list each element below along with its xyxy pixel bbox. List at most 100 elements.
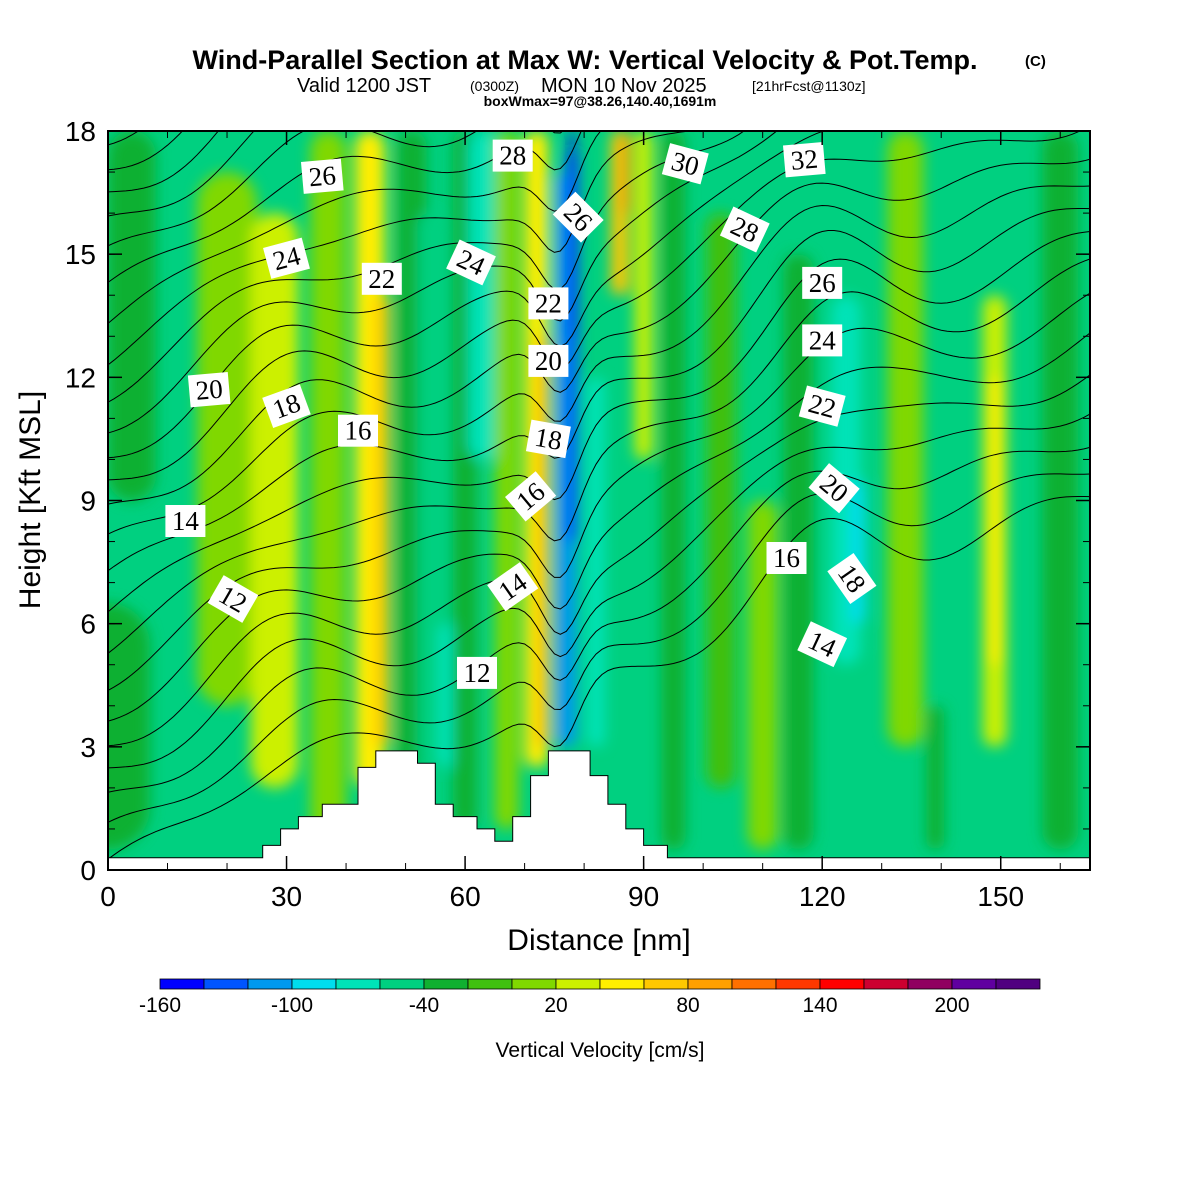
- velocity-band-2: [197, 172, 257, 706]
- colorbar-swatch-11: [643, 978, 689, 990]
- colorbar-swatch-14: [775, 978, 821, 990]
- theta-contour-12: [108, 446, 1090, 793]
- contour-label-text: 26: [308, 160, 338, 192]
- contour-label-text: 28: [499, 141, 526, 171]
- velocity-band-28: [887, 131, 924, 747]
- contour-label-11: 20: [187, 372, 231, 408]
- theta-contour-25: [108, 131, 745, 403]
- colorbar-swatch-8: [511, 978, 557, 990]
- velocity-band-20: [621, 131, 631, 214]
- colorbar-swatch-12: [687, 978, 733, 990]
- x-axis-ticks: 0 30 60 90 120 150: [100, 131, 1061, 912]
- contour-label-text: 24: [809, 325, 837, 355]
- colorbar-swatches: [159, 978, 1041, 990]
- velocity-band-22: [661, 131, 686, 850]
- x-axis-label: Distance [nm]: [507, 924, 690, 957]
- colorbar-label: Vertical Velocity [cm/s]: [496, 1039, 705, 1062]
- colorbar-tick-label: -40: [409, 994, 439, 1017]
- y-tick-label: 6: [80, 609, 96, 640]
- contour-label-text: 32: [790, 144, 820, 176]
- x-tick-label: 0: [100, 881, 116, 912]
- y-tick-label: 0: [80, 855, 96, 886]
- contour-label-text: 22: [368, 264, 395, 294]
- contour-label-20: 26: [300, 158, 344, 194]
- theta-contour-23: [108, 131, 825, 459]
- theta-contour-13: [108, 413, 1090, 769]
- velocity-band-9: [438, 623, 457, 768]
- velocity-band-32: [1042, 131, 1079, 850]
- forecast-info: [21hrFcst@1130z]: [752, 78, 866, 94]
- contour-label-text: 12: [464, 658, 491, 688]
- contour-label-23: 28: [492, 139, 533, 172]
- y-tick-label: 3: [80, 732, 96, 763]
- velocity-band-29: [926, 705, 945, 850]
- colorbar-swatch-10: [599, 978, 645, 990]
- velocity-band-8: [417, 213, 442, 768]
- contour-label-text: 20: [194, 374, 224, 406]
- contour-label-15: 22: [528, 287, 569, 320]
- colorbar-tick-label: 80: [676, 994, 699, 1017]
- contour-label-text: 16: [773, 543, 800, 573]
- x-tick-label: 150: [977, 881, 1024, 912]
- terrain-profile: [108, 750, 1090, 870]
- velocity-band-21: [634, 131, 653, 460]
- chart-title-block: Wind-Parallel Section at Max W: Vertical…: [193, 45, 1046, 109]
- contour-label-19: 24: [802, 324, 843, 357]
- colorbar-swatch-15: [819, 978, 865, 990]
- valid-date: MON 10 Nov 2025: [541, 75, 707, 97]
- contour-label-17: 24: [263, 237, 310, 279]
- contour-label-12: 20: [528, 344, 569, 377]
- contour-label-22: 26: [802, 266, 843, 299]
- contour-label-text: 22: [535, 288, 562, 318]
- y-tick-label: 12: [65, 362, 96, 393]
- colorbar-swatch-4: [335, 978, 381, 990]
- x-tick-label: 30: [271, 881, 302, 912]
- colorbar-tick-label: 20: [544, 994, 567, 1017]
- velocity-band-18: [587, 377, 605, 747]
- y-tick-label: 18: [65, 116, 96, 147]
- y-axis-label: Height [Kft MSL]: [14, 391, 47, 609]
- colorbar-swatch-18: [951, 978, 997, 990]
- colorbar-tick-label: -160: [139, 994, 181, 1017]
- x-tick-label: 120: [799, 881, 846, 912]
- theta-contour-16: [108, 292, 1090, 691]
- velocity-band-23: [706, 213, 736, 788]
- theta-contour-14: [108, 374, 1090, 747]
- colorbar-swatch-9: [555, 978, 601, 990]
- theta-contour-11: [108, 473, 1090, 823]
- colorbar-swatch-1: [203, 978, 249, 990]
- colorbar: -160 -100 -40 20 80 140 200 Vertical Velocity …: [139, 978, 1041, 1062]
- contour-label-9: 18: [525, 419, 571, 459]
- colorbar-tick-label: 200: [934, 994, 969, 1017]
- theta-contour-17: [108, 258, 1090, 654]
- velocity-band-14: [535, 336, 550, 747]
- y-tick-label: 9: [80, 486, 96, 517]
- colorbar-swatch-0: [159, 978, 205, 990]
- colorbar-swatch-5: [379, 978, 425, 990]
- colorbar-swatch-16: [863, 978, 909, 990]
- velocity-band-11: [468, 131, 498, 460]
- contour-label-text: 20: [535, 346, 562, 376]
- velocity-band-4: [310, 131, 347, 850]
- y-tick-label: 15: [65, 239, 96, 270]
- x-tick-label: 90: [628, 881, 659, 912]
- velocity-band-24: [747, 500, 778, 850]
- colorbar-swatch-17: [907, 978, 953, 990]
- colorbar-ticks: -160 -100 -40 20 80 140 200: [139, 994, 970, 1017]
- velocity-color-bands: [108, 131, 1079, 850]
- velocity-band-6: [374, 295, 390, 747]
- theta-contour-19: [108, 208, 1090, 572]
- theta-contour-10: [108, 496, 1090, 860]
- velocity-band-3: [250, 213, 299, 788]
- colorbar-swatch-7: [467, 978, 513, 990]
- contour-label-text: 16: [345, 416, 372, 446]
- chart-title: Wind-Parallel Section at Max W: Vertical…: [193, 45, 978, 75]
- contour-label-26: 32: [782, 142, 826, 178]
- contour-label-8: 18: [262, 384, 311, 428]
- theta-contour-15: [108, 332, 1090, 722]
- colorbar-swatch-6: [423, 978, 469, 990]
- contour-label-text: 18: [533, 422, 565, 456]
- theta-contour-27: [108, 131, 602, 324]
